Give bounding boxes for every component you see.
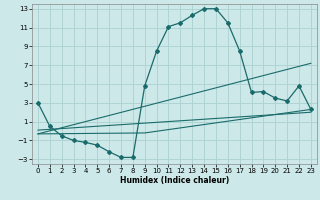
X-axis label: Humidex (Indice chaleur): Humidex (Indice chaleur) — [120, 176, 229, 185]
